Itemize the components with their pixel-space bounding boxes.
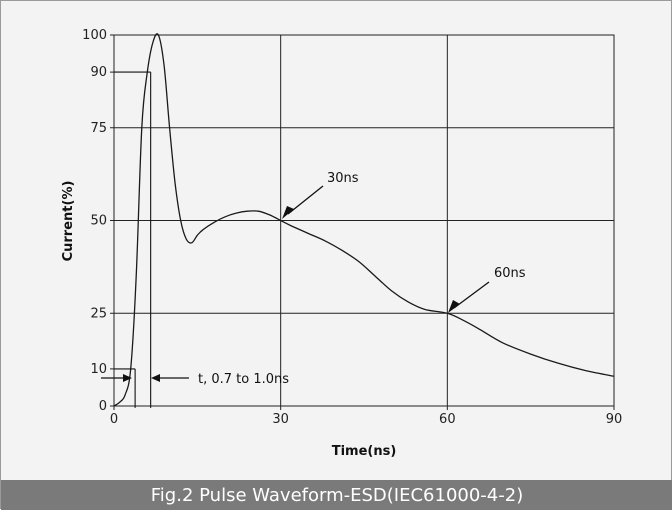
y-axis-label: Current(%) [61, 181, 76, 262]
x-tick-label-90: 90 [606, 412, 623, 427]
annotation-rise-time-label: t, 0.7 to 1.0ns [198, 372, 289, 387]
annotation-30ns-label: 30ns [327, 171, 359, 186]
y-tick-label-50: 50 [90, 214, 107, 229]
x-tick-label-60: 60 [439, 412, 456, 427]
grid [114, 35, 614, 406]
y-tick-label-10: 10 [90, 362, 107, 377]
y-tick-label-100: 100 [82, 28, 107, 43]
rise-time-markers [114, 71, 152, 408]
y-tick-labels: 0 10 25 50 75 90 100 [82, 28, 114, 414]
annotation-60ns-label: 60ns [494, 266, 526, 281]
y-tick-label-75: 75 [90, 121, 107, 136]
annotation-60ns: 60ns [448, 266, 526, 313]
annotation-rise-time: t, 0.7 to 1.0ns [101, 372, 289, 387]
y-tick-label-90: 90 [90, 65, 107, 80]
x-axis-label: Time(ns) [332, 444, 397, 459]
x-tick-label-0: 0 [110, 412, 118, 427]
pulse-waveform-chart: 0 10 25 50 75 90 100 0 30 60 90 Current(%) Time(n… [61, 28, 622, 459]
annotation-30ns: 30ns [282, 171, 359, 219]
y-tick-label-25: 25 [90, 306, 107, 321]
y-tick-label-0: 0 [99, 399, 107, 414]
x-tick-label-30: 30 [272, 412, 289, 427]
figure-caption: Fig.2 Pulse Waveform-ESD(IEC61000-4-2) [1, 480, 672, 510]
x-tick-labels: 0 30 60 90 [110, 406, 622, 427]
